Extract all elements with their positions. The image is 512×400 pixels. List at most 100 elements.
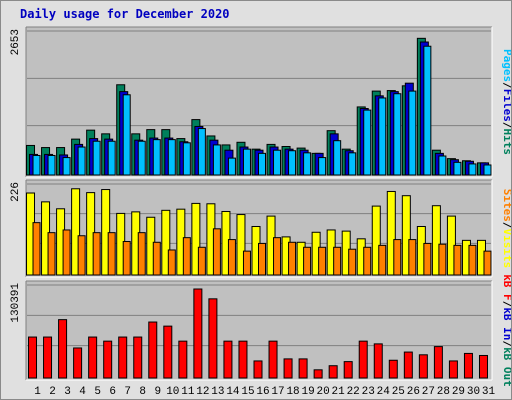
- bar-sites-day-20: [318, 246, 327, 276]
- bar-kb-f-day-8: [133, 336, 143, 379]
- bar-pages-day-10: [167, 139, 176, 176]
- x-tick-label-day-1: 1: [34, 386, 41, 398]
- bar-sites-day-14: [227, 239, 236, 276]
- x-tick-label-day-20: 20: [317, 386, 330, 398]
- bar-sites-day-30: [468, 244, 477, 276]
- x-tick-label-day-30: 30: [467, 386, 480, 398]
- bar-sites-day-9: [152, 241, 161, 276]
- bar-kb-f-day-28: [433, 346, 443, 379]
- bar-sites-day-15: [242, 250, 251, 276]
- chart-title: Daily usage for December 2020: [20, 7, 230, 21]
- x-tick-label-day-11: 11: [181, 386, 195, 398]
- bar-pages-day-25: [393, 93, 402, 176]
- bar-kb-f-day-25: [388, 359, 398, 379]
- bar-kb-f-day-1: [28, 336, 38, 379]
- bar-kb-f-day-26: [403, 351, 413, 379]
- bar-visits-day-26: [401, 195, 411, 276]
- legend-separator: /: [501, 122, 511, 129]
- x-tick-label-day-16: 16: [256, 386, 269, 398]
- bar-sites-day-10: [167, 249, 176, 276]
- x-tick-label-day-2: 2: [49, 386, 56, 398]
- bar-sites-day-23: [363, 246, 372, 276]
- x-tick-label-day-25: 25: [392, 386, 405, 398]
- bar-kb-f-day-17: [268, 340, 278, 379]
- bar-visits-day-10: [161, 209, 171, 276]
- bar-sites-day-27: [423, 242, 432, 276]
- legend-visitors: Sites/Visits: [501, 189, 511, 269]
- bar-pages-day-29: [453, 161, 462, 176]
- bar-kb-f-day-27: [418, 354, 428, 379]
- bar-sites-day-28: [438, 243, 447, 276]
- bar-visits-day-4: [71, 188, 81, 276]
- bar-kb-f-day-30: [463, 352, 473, 379]
- x-tick-label-day-3: 3: [64, 386, 71, 398]
- bar-pages-day-12: [197, 128, 206, 176]
- legend-item-visits: Visits: [501, 229, 511, 269]
- bar-kb-f-day-13: [208, 298, 218, 379]
- x-tick-label-day-7: 7: [124, 386, 131, 398]
- bar-sites-day-6: [107, 232, 116, 276]
- bar-pages-day-3: [62, 157, 71, 176]
- bar-kb-f-day-2: [43, 336, 53, 379]
- bar-kb-f-day-24: [373, 343, 383, 379]
- bar-sites-day-18: [288, 241, 297, 276]
- bar-pages-day-21: [333, 140, 342, 176]
- y-max-label: 226: [10, 182, 22, 202]
- bar-sites-day-2: [47, 232, 56, 276]
- legend-item-files: Files: [501, 89, 511, 122]
- bar-sites-day-5: [92, 232, 101, 276]
- x-tick-label-day-8: 8: [139, 386, 146, 398]
- bar-pages-day-8: [137, 140, 146, 176]
- bar-kb-f-day-16: [253, 360, 263, 379]
- bar-pages-day-22: [348, 152, 357, 176]
- bar-pages-day-15: [242, 148, 251, 176]
- x-tick-label-day-4: 4: [79, 386, 86, 398]
- bar-pages-day-20: [318, 157, 327, 176]
- bar-sites-day-29: [453, 244, 462, 276]
- bar-pages-day-13: [212, 144, 221, 176]
- bar-pages-day-26: [408, 90, 417, 176]
- bar-pages-day-30: [468, 163, 477, 176]
- x-tick-label-day-19: 19: [301, 386, 314, 398]
- bar-sites-day-22: [348, 248, 357, 276]
- bar-kb-f-day-14: [223, 340, 233, 379]
- x-tick-label-day-28: 28: [437, 386, 450, 398]
- bar-sites-day-21: [333, 246, 342, 276]
- legend-item-hits: Hits: [501, 129, 511, 156]
- x-tick-label-day-26: 26: [407, 386, 420, 398]
- bar-sites-day-19: [303, 246, 312, 276]
- bar-kb-f-day-21: [328, 365, 338, 379]
- bar-pages-day-31: [483, 164, 492, 176]
- x-tick-label-day-18: 18: [286, 386, 299, 398]
- x-tick-label-day-15: 15: [241, 386, 254, 398]
- x-tick-label-day-10: 10: [166, 386, 179, 398]
- bar-visits-day-12: [191, 202, 201, 276]
- bar-kb-f-day-15: [238, 340, 248, 379]
- x-tick-label-day-17: 17: [271, 386, 284, 398]
- bar-pages-day-11: [182, 142, 191, 176]
- x-tick-label-day-23: 23: [362, 386, 375, 398]
- bar-kb-f-day-11: [178, 340, 188, 379]
- x-tick-label-day-29: 29: [452, 386, 465, 398]
- bar-pages-day-5: [92, 140, 101, 176]
- y-max-label: 130391: [10, 283, 22, 323]
- x-tick-label-day-6: 6: [109, 386, 116, 398]
- bar-sites-day-1: [32, 222, 41, 276]
- bar-pages-day-23: [363, 109, 372, 176]
- bar-pages-day-27: [423, 45, 432, 176]
- bar-kb-f-day-4: [73, 347, 83, 379]
- bar-visits-day-28: [431, 205, 441, 276]
- bar-sites-day-4: [77, 235, 86, 276]
- legend-separator: /: [501, 301, 511, 308]
- x-tick-label-day-12: 12: [196, 386, 209, 398]
- bar-sites-day-16: [258, 242, 266, 276]
- bar-sites-day-24: [378, 244, 387, 276]
- bar-pages-day-4: [77, 146, 86, 176]
- x-tick-label-day-13: 13: [211, 386, 224, 398]
- legend-separator: /: [501, 222, 511, 229]
- legend-item-kb-out: kB Out: [501, 347, 511, 387]
- x-tick-label-day-31: 31: [482, 386, 496, 398]
- bar-sites-day-8: [137, 232, 146, 276]
